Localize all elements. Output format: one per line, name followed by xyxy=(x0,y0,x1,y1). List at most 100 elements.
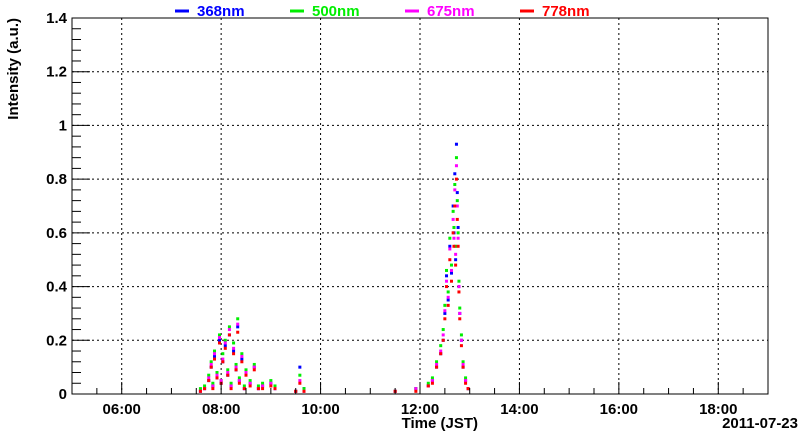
data-point xyxy=(439,344,443,348)
data-point xyxy=(252,368,256,372)
data-point xyxy=(457,285,461,289)
data-point xyxy=(261,384,265,388)
y-tick-label: 0 xyxy=(59,386,67,403)
data-point xyxy=(441,328,445,332)
data-point xyxy=(219,379,223,383)
data-point xyxy=(252,362,256,366)
data-point xyxy=(203,384,207,388)
data-point xyxy=(439,349,443,353)
data-point xyxy=(443,309,447,313)
data-point xyxy=(439,352,443,356)
x-tick-label: 16:00 xyxy=(600,401,638,418)
data-point xyxy=(445,279,449,283)
data-point xyxy=(455,217,459,221)
data-point xyxy=(435,365,439,369)
data-points xyxy=(198,142,470,393)
data-point xyxy=(453,172,457,176)
data-point xyxy=(223,344,227,348)
data-point xyxy=(441,338,445,342)
data-point xyxy=(229,384,233,388)
y-tick-label: 1 xyxy=(59,117,67,134)
date-label: 2011-07-23 xyxy=(722,415,798,432)
data-point xyxy=(240,352,244,356)
data-point xyxy=(458,311,462,315)
y-tick-label: 0.8 xyxy=(46,171,67,188)
data-point xyxy=(240,360,244,364)
data-point xyxy=(435,362,439,366)
data-point xyxy=(213,354,217,358)
data-point xyxy=(252,365,256,369)
data-point xyxy=(452,236,456,240)
data-point xyxy=(234,368,238,372)
data-point xyxy=(261,387,265,391)
data-point xyxy=(242,387,246,391)
data-point xyxy=(457,290,461,294)
data-point xyxy=(244,371,248,375)
data-point xyxy=(298,381,302,385)
data-point xyxy=(237,381,241,385)
data-point xyxy=(430,381,434,385)
x-tick-label: 08:00 xyxy=(202,401,240,418)
data-point xyxy=(227,333,231,337)
data-point xyxy=(449,279,453,283)
data-point xyxy=(232,341,236,345)
data-point xyxy=(229,387,233,391)
data-point xyxy=(302,389,306,393)
data-point xyxy=(430,376,434,380)
y-tick-label: 1.4 xyxy=(46,10,68,27)
data-point xyxy=(207,376,211,380)
data-point xyxy=(454,244,458,248)
data-point xyxy=(211,384,215,388)
y-tick-label: 0.4 xyxy=(46,279,68,296)
data-point xyxy=(426,381,430,385)
data-point xyxy=(446,290,450,294)
data-point xyxy=(449,263,453,267)
data-point xyxy=(217,341,221,345)
x-tick-label: 14:00 xyxy=(500,401,538,418)
data-point xyxy=(443,311,447,315)
data-point xyxy=(234,365,238,369)
data-point xyxy=(198,389,202,393)
data-point xyxy=(456,225,460,229)
data-point xyxy=(217,338,221,342)
data-point xyxy=(298,373,302,377)
data-point xyxy=(244,373,248,377)
data-point xyxy=(261,381,265,385)
data-point xyxy=(242,384,246,388)
data-point xyxy=(226,371,230,375)
x-tick-label: 12:00 xyxy=(401,401,439,418)
data-point xyxy=(461,360,465,364)
data-point xyxy=(454,156,458,160)
data-point xyxy=(464,376,468,380)
data-point xyxy=(217,333,221,337)
data-point xyxy=(215,376,219,380)
x-tick-label: 10:00 xyxy=(301,401,339,418)
data-point xyxy=(221,360,225,364)
data-point xyxy=(454,164,458,168)
data-point xyxy=(209,362,213,366)
data-point xyxy=(453,188,457,192)
data-point xyxy=(452,225,456,229)
data-point xyxy=(248,384,252,388)
data-point xyxy=(448,244,452,248)
data-point xyxy=(236,317,240,321)
data-point xyxy=(456,236,460,240)
data-point xyxy=(217,336,221,340)
data-point xyxy=(430,379,434,383)
data-point xyxy=(221,357,225,361)
data-point xyxy=(451,204,455,208)
data-point xyxy=(223,338,227,342)
data-point xyxy=(459,333,463,337)
data-point xyxy=(203,387,207,391)
data-point xyxy=(269,384,273,388)
data-point xyxy=(458,306,462,310)
data-point xyxy=(232,349,236,353)
legend-label: 500nm xyxy=(312,3,360,20)
data-point xyxy=(446,295,450,299)
data-point xyxy=(269,379,273,383)
y-axis-title: Intensity (a.u.) xyxy=(5,18,22,120)
axis-ticks: 06:00 08:00 10:00 12:00 14:00 16:00 18:00 0 0.2 0… xyxy=(46,10,769,418)
data-point xyxy=(448,247,452,251)
grid-lines xyxy=(72,18,768,394)
